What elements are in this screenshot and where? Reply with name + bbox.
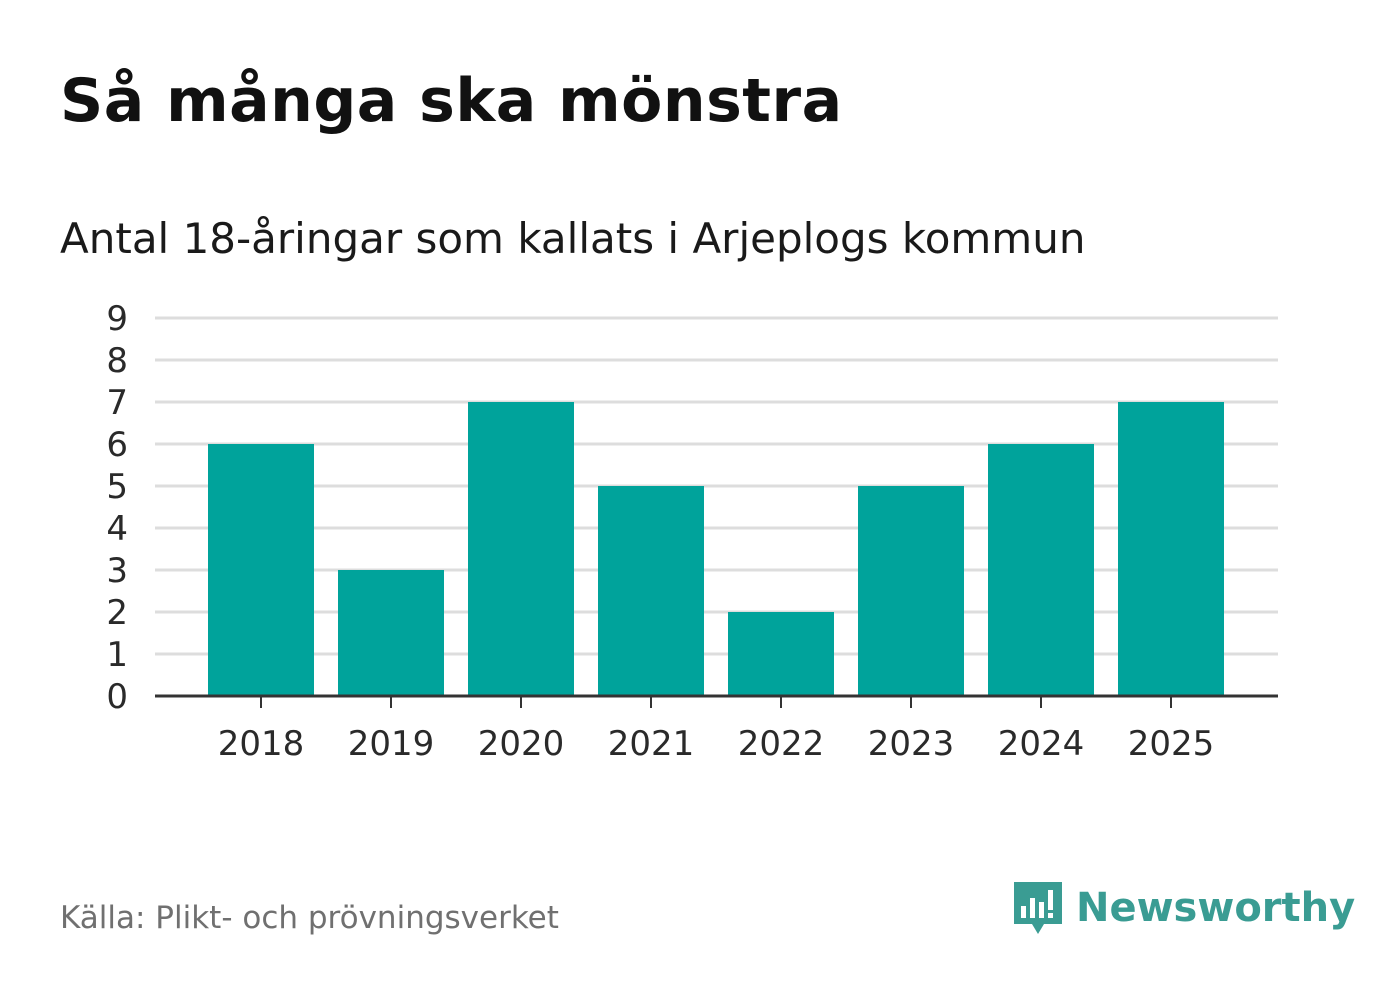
x-tick-labels: 2018 2019 2020 2021 2022 2023 2024 2025	[218, 724, 1215, 764]
x-tick-label: 2021	[608, 724, 695, 764]
bar-2020	[468, 402, 574, 696]
y-tick-label: 6	[106, 425, 128, 465]
bar-2023	[858, 486, 964, 696]
y-tick-label: 5	[106, 467, 128, 507]
bar-2018	[208, 444, 314, 696]
chart-subtitle: Antal 18-åringar som kallats i Arjeplogs…	[60, 214, 1086, 263]
x-tick-label: 2018	[218, 724, 305, 764]
bars	[208, 402, 1224, 696]
y-tick-label: 1	[106, 635, 128, 675]
grid-lines	[155, 316, 1278, 656]
source-note: Källa: Plikt- och prövningsverket	[60, 900, 559, 936]
y-tick-label: 2	[106, 593, 128, 633]
bar-2024	[988, 444, 1094, 696]
x-tick-label: 2024	[998, 724, 1085, 764]
x-tick-label: 2020	[478, 724, 565, 764]
chart-title: Så många ska mönstra	[60, 66, 843, 136]
y-tick-label: 4	[106, 509, 128, 549]
y-tick-label: 7	[106, 383, 128, 423]
bar-2025	[1118, 402, 1224, 696]
brand: Newsworthy	[1010, 878, 1355, 938]
y-tick-label: 0	[106, 677, 128, 717]
x-tick-label: 2023	[868, 724, 955, 764]
bar-2021	[598, 486, 704, 696]
x-tick-label: 2019	[348, 724, 435, 764]
bar-chart-bubble-icon	[1014, 882, 1062, 934]
x-tick-label: 2022	[738, 724, 825, 764]
brand-name: Newsworthy	[1076, 885, 1356, 931]
bar-2022	[728, 612, 834, 696]
x-tick-label: 2025	[1128, 724, 1215, 764]
y-tick-label: 9	[106, 299, 128, 339]
bar-2019	[338, 570, 444, 696]
y-tick-label: 3	[106, 551, 128, 591]
y-tick-label: 8	[106, 341, 128, 381]
axes	[155, 694, 1278, 708]
